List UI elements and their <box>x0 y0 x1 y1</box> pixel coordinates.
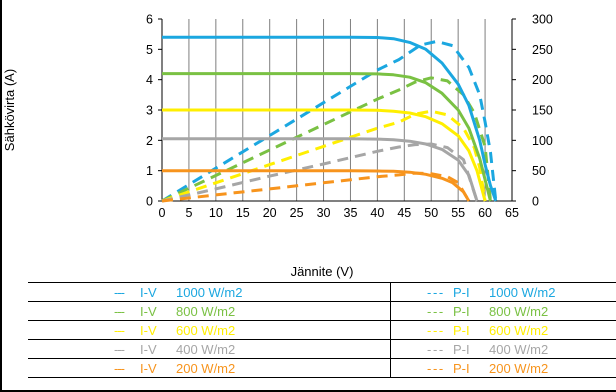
x-tick-label: 5 <box>185 206 192 220</box>
y-axis-title: Sähkövirta (A) <box>2 69 17 151</box>
legend-cell-left: --- I-V 600 W/m2 <box>28 320 391 340</box>
power-curve-200 <box>161 171 471 203</box>
current-curve-800 <box>162 72 492 202</box>
current-curve-400 <box>162 137 479 202</box>
legend-cell-left: --- I-V 800 W/m2 <box>28 301 391 321</box>
x-tick-label: 60 <box>478 206 492 220</box>
current-curve-200 <box>162 169 471 202</box>
legend-series-type: I-V <box>140 284 157 300</box>
legend-series-type: P-I <box>453 360 470 376</box>
y-tick-label-left: 3 <box>146 104 153 118</box>
x-tick-label: 20 <box>263 206 277 220</box>
current-curve-600 <box>162 108 487 202</box>
legend-cell-right: - - - P-I 600 W/m2 <box>390 320 616 340</box>
y-tick-label-left: 2 <box>146 134 153 148</box>
legend-cell-right: - - - P-I 1000 W/m2 <box>390 282 616 302</box>
current-curve-1000 <box>162 35 498 202</box>
legend-irradiance: 600 W/m2 <box>176 322 236 338</box>
x-tick-label: 30 <box>317 206 331 220</box>
x-tick-label: 15 <box>236 206 250 220</box>
y-tick-label-right: 50 <box>532 164 546 178</box>
x-tick-label: 0 <box>159 206 166 220</box>
legend-irradiance: 1000 W/m2 <box>489 284 556 300</box>
legend-irradiance: 600 W/m2 <box>489 322 549 338</box>
legend-irradiance: 400 W/m2 <box>176 341 236 357</box>
legend-cell-left: --- I-V 200 W/m2 <box>28 358 391 378</box>
legend-cell-left: --- I-V 1000 W/m2 <box>28 282 391 302</box>
legend-dash-icon: --- <box>114 322 125 338</box>
legend-dash-icon: --- <box>114 284 125 300</box>
y-tick-label-left: 5 <box>146 43 153 57</box>
legend-cell-right: - - - P-I 200 W/m2 <box>390 358 616 378</box>
legend-dash-icon: - - - <box>427 284 443 300</box>
power-curve-1000 <box>161 39 498 203</box>
power-curve-400 <box>161 142 479 203</box>
legend-dash-icon: - - - <box>427 322 443 338</box>
x-tick-label: 35 <box>344 206 358 220</box>
legend-irradiance: 800 W/m2 <box>489 303 549 319</box>
legend-irradiance: 200 W/m2 <box>489 360 549 376</box>
legend-irradiance: 800 W/m2 <box>176 303 236 319</box>
legend-table: --- I-V 1000 W/m2 - - - P-I 1000 W/m2 --- I-V 80… <box>28 282 616 378</box>
x-tick-label: 50 <box>424 206 438 220</box>
power-curve-800 <box>161 76 492 203</box>
y-tick-label-left: 6 <box>146 13 153 27</box>
legend-series-type: I-V <box>140 322 157 338</box>
x-axis-title: Jännite (V) <box>291 264 354 279</box>
legend-series-type: P-I <box>453 284 470 300</box>
x-tick-label: 45 <box>397 206 411 220</box>
legend-series-type: I-V <box>140 360 157 376</box>
y-tick-label-right: 150 <box>532 104 553 118</box>
legend-irradiance: 200 W/m2 <box>176 360 236 376</box>
legend-irradiance: 400 W/m2 <box>489 341 549 357</box>
legend-series-type: I-V <box>140 341 157 357</box>
x-tick-label: 10 <box>209 206 223 220</box>
legend-row: --- I-V 600 W/m2 - - - P-I 600 W/m2 <box>28 320 616 340</box>
axis-layer: 0 5 10 15 20 25 30 35 40 45 50 55 60 6501234560501001… <box>146 13 553 221</box>
legend-series-type: P-I <box>453 341 470 357</box>
legend-dash-icon: --- <box>114 303 125 319</box>
legend-series-type: P-I <box>453 303 470 319</box>
legend-irradiance: 1000 W/m2 <box>176 284 243 300</box>
legend-cell-right: - - - P-I 800 W/m2 <box>390 301 616 321</box>
x-tick-label: 40 <box>370 206 384 220</box>
y-tick-label-right: 300 <box>532 13 553 27</box>
x-tick-label: 65 <box>505 206 519 220</box>
y-tick-label-right: 100 <box>532 134 553 148</box>
x-tick-label: 25 <box>290 206 304 220</box>
y-tick-label-right: 0 <box>532 195 539 209</box>
legend-row: --- I-V 800 W/m2 - - - P-I 800 W/m2 <box>28 301 616 321</box>
y-tick-label-right: 250 <box>532 43 553 57</box>
legend-series-type: I-V <box>140 303 157 319</box>
series-layer <box>161 35 498 203</box>
legend-cell-right: - - - P-I 400 W/m2 <box>390 339 616 359</box>
x-tick-label: 55 <box>451 206 465 220</box>
legend-series-type: P-I <box>453 322 470 338</box>
legend-row: --- I-V 200 W/m2 - - - P-I 200 W/m2 <box>28 358 616 378</box>
legend-dash-icon: --- <box>114 360 125 376</box>
legend-dash-icon: --- <box>114 341 125 357</box>
y-tick-label-left: 0 <box>146 195 153 209</box>
legend-dash-icon: - - - <box>427 341 443 357</box>
legend-cell-left: --- I-V 400 W/m2 <box>28 339 391 359</box>
legend-dash-icon: - - - <box>427 360 443 376</box>
legend-row: --- I-V 400 W/m2 - - - P-I 400 W/m2 <box>28 339 616 359</box>
y-tick-label-left: 1 <box>146 164 153 178</box>
legend-row: --- I-V 1000 W/m2 - - - P-I 1000 W/m2 <box>28 282 616 302</box>
legend-dash-icon: - - - <box>427 303 443 319</box>
iv-power-chart: 0 5 10 15 20 25 30 35 40 45 50 55 60 6501234560501001… <box>2 13 553 280</box>
y-tick-label-right: 200 <box>532 73 553 87</box>
y-tick-label-left: 4 <box>146 73 153 87</box>
